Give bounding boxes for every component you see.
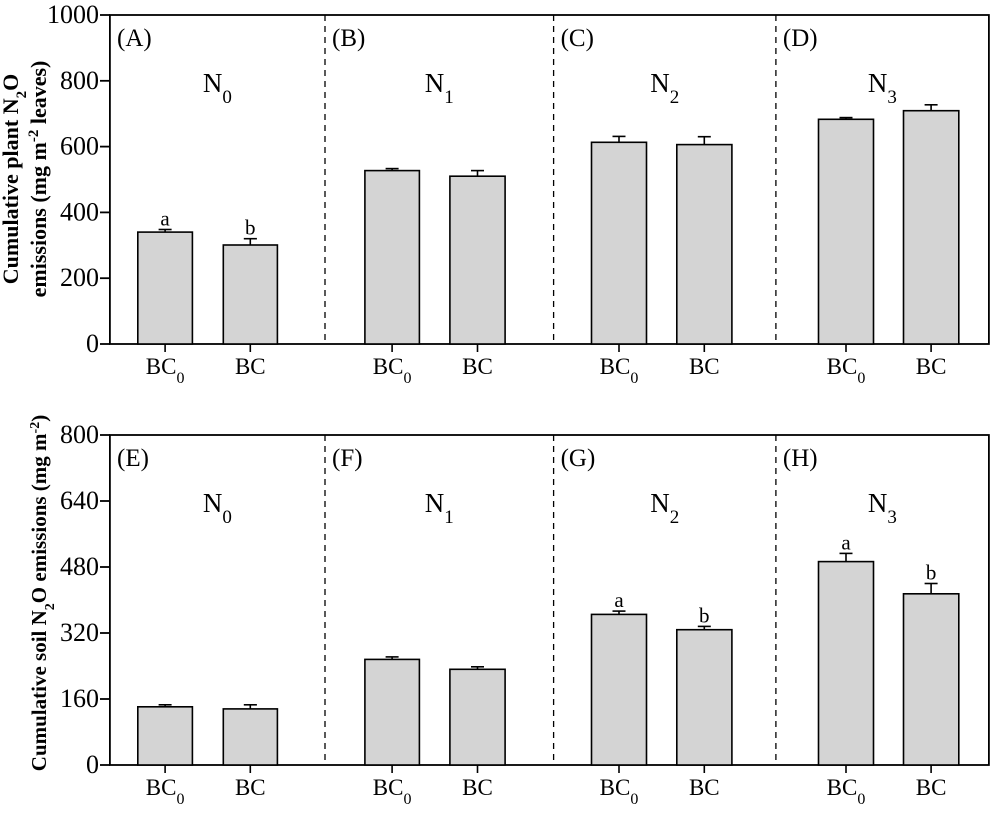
- svg-text:BC: BC: [916, 775, 947, 800]
- svg-text:BC: BC: [689, 775, 720, 800]
- svg-text:(C): (C): [561, 25, 594, 52]
- svg-text:(G): (G): [561, 445, 596, 472]
- svg-text:(H): (H): [783, 445, 818, 472]
- svg-text:480: 480: [60, 552, 99, 581]
- svg-text:a: a: [160, 207, 170, 231]
- svg-text:800: 800: [60, 66, 99, 95]
- svg-text:BC: BC: [462, 775, 493, 800]
- svg-text:BC: BC: [235, 775, 266, 800]
- svg-text:400: 400: [60, 197, 99, 226]
- svg-text:(A): (A): [117, 25, 152, 52]
- svg-text:160: 160: [60, 684, 99, 713]
- svg-text:b: b: [926, 561, 937, 585]
- svg-text:1000: 1000: [47, 0, 99, 29]
- svg-text:(D): (D): [783, 25, 818, 52]
- svg-text:320: 320: [60, 618, 99, 647]
- svg-text:BC: BC: [689, 354, 720, 379]
- svg-text:800: 800: [60, 420, 99, 449]
- svg-text:b: b: [245, 216, 256, 240]
- svg-text:a: a: [841, 530, 851, 554]
- svg-text:BC: BC: [916, 354, 947, 379]
- svg-text:0: 0: [86, 750, 99, 779]
- svg-text:(E): (E): [117, 445, 149, 472]
- svg-text:0: 0: [86, 329, 99, 358]
- svg-text:640: 640: [60, 486, 99, 515]
- svg-text:600: 600: [60, 132, 99, 161]
- svg-text:BC: BC: [462, 354, 493, 379]
- svg-text:(B): (B): [332, 25, 365, 52]
- svg-text:emissions (mg m-2 leaves): emissions (mg m-2 leaves): [26, 61, 51, 298]
- svg-text:200: 200: [60, 263, 99, 292]
- svg-text:BC: BC: [235, 354, 266, 379]
- svg-text:(F): (F): [332, 445, 363, 472]
- svg-text:b: b: [699, 603, 710, 627]
- svg-text:a: a: [614, 588, 624, 612]
